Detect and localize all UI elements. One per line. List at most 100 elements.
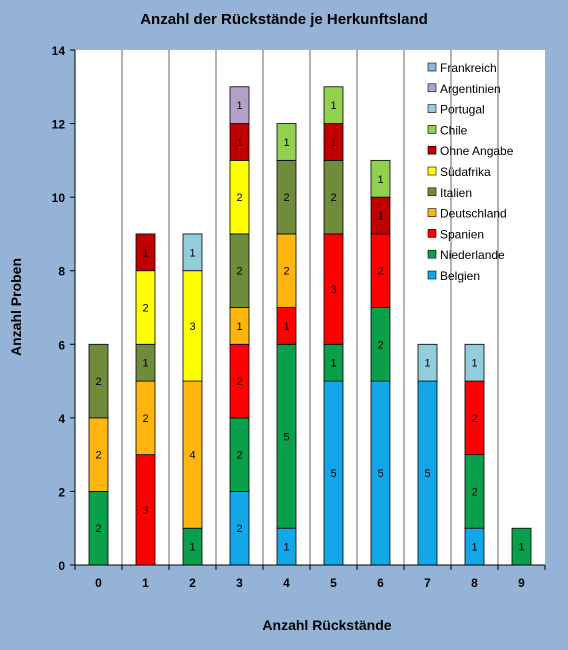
legend-item: Deutschland	[427, 207, 507, 221]
data-label: 2	[236, 523, 242, 535]
x-tick-labels: 0 1 2 3 4 5 6 7 8 9	[95, 576, 525, 590]
legend-item: Portugal	[427, 103, 485, 117]
y-tick-label: 0	[58, 559, 65, 573]
y-tick-label: 8	[58, 265, 65, 279]
y-tick-label: 6	[58, 338, 65, 352]
legend-label: Italien	[440, 186, 472, 200]
data-label: 1	[330, 137, 336, 149]
data-label: 1	[377, 174, 383, 186]
data-label: 2	[95, 450, 101, 462]
y-axis-title: Anzahl Proben	[8, 258, 24, 356]
data-label: 3	[330, 284, 336, 296]
y-tick-label: 4	[58, 412, 65, 426]
bars	[88, 86, 532, 566]
legend-item: Belgien	[427, 269, 480, 283]
x-tick-label: 0	[95, 576, 102, 590]
legend-swatch	[427, 187, 437, 197]
data-label: 2	[236, 376, 242, 388]
x-tick-label: 6	[377, 576, 384, 590]
data-label: 1	[471, 542, 477, 554]
bar-segment	[135, 233, 156, 272]
bar-segment	[370, 159, 391, 198]
legend-item: Frankreich	[427, 61, 497, 75]
bar-segment	[323, 86, 344, 124]
legend-swatch	[427, 145, 437, 155]
bar-segment	[464, 343, 485, 382]
legend-swatch	[427, 270, 437, 280]
data-label: 2	[330, 192, 336, 204]
legend-swatch	[427, 249, 437, 259]
data-label: 1	[330, 358, 336, 370]
legend-swatch	[427, 125, 437, 134]
x-axis-title: Anzahl Rückstände	[262, 617, 391, 633]
data-label: 1	[142, 358, 148, 370]
bar-segment	[276, 123, 297, 161]
bar-segment	[182, 233, 203, 272]
data-label: 1	[518, 542, 524, 554]
chart-title: Anzahl der Rückstände je Herkunftsland	[140, 11, 428, 28]
x-tick-label: 5	[330, 576, 337, 590]
data-label: 2	[95, 376, 101, 388]
x-tick-label: 1	[142, 576, 149, 590]
data-label: 5	[424, 468, 430, 480]
legend-label: Südafrika	[440, 165, 491, 179]
y-tick-labels: 0 2 4 6 8 10 12 14	[52, 44, 66, 573]
x-tick-label: 4	[283, 576, 290, 590]
bar-segment	[417, 343, 438, 382]
y-tick-label: 14	[52, 44, 66, 58]
axes	[70, 49, 546, 570]
data-label: 2	[95, 523, 101, 535]
x-tick-label: 8	[471, 576, 478, 590]
legend-label: Spanien	[440, 227, 484, 241]
x-tick-label: 9	[518, 576, 525, 590]
legend-swatch	[427, 229, 437, 238]
legend-swatch	[427, 104, 437, 113]
legend-label: Niederlande	[440, 248, 505, 262]
data-label: 2	[377, 339, 383, 351]
data-label: 1	[330, 100, 336, 112]
gridlines	[121, 50, 499, 565]
legend-label: Ohne Angabe	[440, 144, 514, 158]
legend-item: Ohne Angabe	[427, 144, 514, 158]
legend-swatch	[427, 83, 437, 93]
data-label: 2	[471, 486, 477, 498]
y-tick-label: 12	[52, 118, 66, 132]
data-label: 3	[142, 505, 148, 517]
legend-swatch	[427, 208, 437, 217]
data-label: 1	[424, 358, 430, 370]
data-label: 2	[236, 450, 242, 462]
x-tick-label: 2	[189, 576, 196, 590]
data-label: 2	[236, 266, 242, 278]
data-label: 2	[283, 266, 289, 278]
data-labels: 2 2 2 3 2 1 2 1 1 4 3 1 2 2 2 1 2 2 1 1 1 5 1 2 2 1 5 1 3 2 1 1 5 2 2 1 1 5 1 1…	[95, 100, 524, 553]
bar-segment	[229, 86, 250, 124]
data-label: 4	[189, 450, 195, 462]
legend-label: Belgien	[440, 269, 480, 283]
data-label: 1	[283, 137, 289, 149]
data-label: 2	[283, 192, 289, 204]
legend-label: Portugal	[440, 103, 485, 117]
legend: Frankreich Argentinien Portugal Chile Ohne A…	[427, 61, 514, 283]
data-label: 1	[377, 211, 383, 223]
data-label: 1	[283, 321, 289, 333]
data-label: 3	[189, 321, 195, 333]
legend-item: Chile	[427, 123, 468, 137]
legend-swatch	[427, 166, 437, 176]
data-label: 1	[189, 542, 195, 554]
legend-item: Italien	[427, 186, 472, 200]
legend-label: Deutschland	[440, 207, 507, 221]
data-label: 2	[142, 413, 148, 425]
data-label: 5	[283, 431, 289, 443]
legend-item: Südafrika	[427, 165, 491, 179]
data-label: 1	[142, 247, 148, 259]
data-label: 1	[189, 247, 195, 259]
data-label: 2	[142, 303, 148, 315]
data-label: 1	[236, 321, 242, 333]
data-label: 2	[471, 413, 477, 425]
legend-swatch	[427, 62, 437, 72]
x-tick-label: 3	[236, 576, 243, 590]
legend-label: Frankreich	[440, 61, 497, 75]
legend-item: Spanien	[427, 227, 484, 241]
data-label: 1	[283, 542, 289, 554]
